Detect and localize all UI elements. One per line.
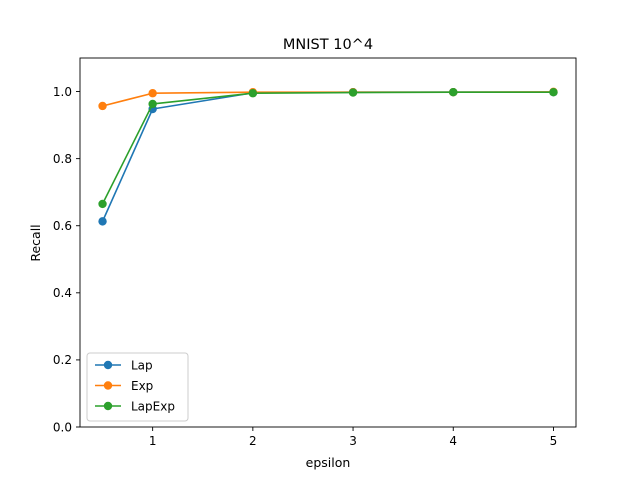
y-tick-label: 0.0 [53,420,72,434]
y-tick-label: 0.4 [53,286,72,300]
series-layer [98,87,558,226]
data-point-lapexp [148,99,157,109]
axes-layer: 1 2 3 4 5 0.0 0.2 0.4 0.6 0.8 1.0 [53,57,577,448]
legend-label-lap: Lap [131,358,153,372]
x-tick-label: 1 [149,434,157,448]
x-tick-label: 2 [249,434,257,448]
legend-marker-lap [103,360,113,370]
x-axis-label: epsilon [306,455,351,470]
legend-marker-lapexp [103,401,113,411]
data-point-lap [98,217,107,226]
y-tick-label: 0.2 [53,353,72,367]
legend-label-lapexp: LapExp [131,399,175,413]
chart-title: MNIST 10^4 [283,37,373,53]
y-tick-label: 0.6 [53,219,72,233]
x-tick-label: 5 [550,434,558,448]
y-tick-label: 1.0 [53,85,72,99]
legend-label-exp: Exp [131,379,153,393]
data-point-lapexp [98,199,107,209]
data-point-exp [148,89,157,98]
axes-frame [79,57,577,428]
x-tick-label: 3 [349,434,357,448]
y-tick-label: 0.8 [53,152,72,166]
legend-marker-exp [103,381,113,390]
data-point-lapexp [248,89,258,98]
data-point-exp [98,101,107,111]
data-point-lapexp [549,88,558,97]
data-point-lapexp [449,88,458,97]
series-line-lapexp [101,91,554,205]
legend-box [86,352,189,422]
y-axis-label: Recall [28,224,43,261]
data-point-lapexp [348,88,358,97]
x-tick-label: 4 [449,434,457,448]
